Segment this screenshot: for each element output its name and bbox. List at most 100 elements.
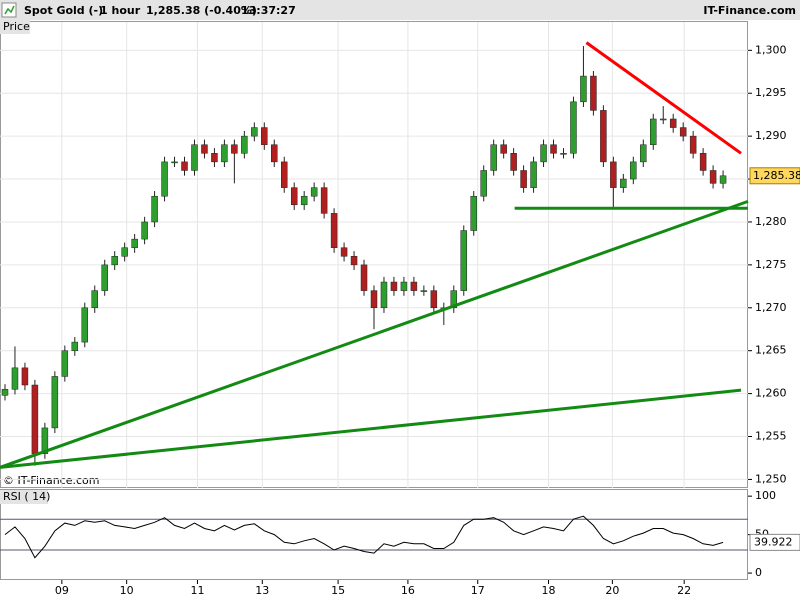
candle-body (290, 187, 298, 206)
candle-body (580, 75, 587, 103)
candle-body (181, 161, 188, 171)
candle-body (390, 281, 398, 291)
candle-body (699, 153, 707, 171)
candle-body (669, 118, 677, 128)
candle-body (31, 384, 39, 454)
candle-body (101, 264, 108, 291)
last-price-box (749, 167, 800, 185)
last-rsi-label: 39.922 (754, 535, 793, 548)
candle-body (251, 127, 258, 137)
price-panel-label: Price (3, 20, 30, 33)
price-frame (0, 21, 748, 488)
candle-body (261, 127, 268, 145)
instrument: Spot Gold (-) (24, 4, 103, 17)
trend-line (0, 388, 742, 469)
y-tick-label: 1,260 (755, 387, 787, 400)
candle-body (151, 195, 158, 223)
x-tick-label: 17 (471, 584, 485, 597)
trend-line (585, 41, 742, 155)
rsi-frame (0, 489, 748, 580)
candle-body (201, 144, 208, 154)
candle-body (610, 161, 617, 188)
x-tick-label: 18 (542, 584, 556, 597)
x-tick-label: 22 (677, 584, 691, 597)
panel-label-bg (0, 20, 30, 34)
candle-body (480, 170, 487, 197)
x-tick-label: 13 (255, 584, 269, 597)
candle-body (300, 195, 308, 206)
candle-body (211, 153, 218, 163)
chart-icon-line (4, 5, 15, 15)
candle-body (430, 290, 438, 309)
candle-body (21, 367, 29, 386)
candle-body (460, 230, 468, 291)
x-tick-label: 09 (55, 584, 69, 597)
candle-body (221, 144, 228, 163)
candle-body (11, 367, 19, 390)
candle-body (61, 350, 69, 377)
candle-body (659, 118, 667, 121)
candle-body (340, 247, 348, 257)
quote: 1,285.38 (-0.40%) (146, 4, 257, 17)
x-tick-label: 15 (331, 584, 345, 597)
candle-body (470, 195, 477, 231)
candle-body (350, 256, 358, 266)
trend-line (0, 199, 749, 469)
header-bar (0, 0, 800, 20)
candle-body (51, 376, 59, 429)
panel-label-bg (0, 490, 48, 504)
last-price-label: 1,285.38 (753, 169, 800, 182)
y-tick-label: 1,290 (755, 129, 787, 142)
header: Spot Gold (-) 1 hour 1,285.38 (-0.40%) 1… (1, 2, 796, 18)
candle-body (590, 75, 597, 111)
candle-body (500, 144, 507, 154)
x-tick-label: 10 (120, 584, 134, 597)
candle-body (271, 144, 278, 163)
y-tick-label: 1,280 (755, 215, 787, 228)
candle-body (689, 135, 697, 154)
y-tick-label: 1,300 (755, 43, 787, 56)
candle-body (450, 290, 458, 309)
candle-body (121, 247, 128, 257)
candle-body (241, 135, 248, 154)
x-tick-label: 20 (605, 584, 619, 597)
y-tick-label: 1,265 (755, 344, 787, 357)
candle-body (310, 187, 318, 197)
candle-body (131, 238, 138, 248)
watermark: © IT-Finance.com (3, 474, 100, 487)
candle-body (330, 213, 338, 248)
candle-body (679, 127, 687, 137)
candle-body (520, 170, 527, 188)
candle-body (191, 144, 198, 171)
candle-body (380, 281, 388, 309)
candle-body (560, 153, 567, 155)
candle-body (540, 144, 547, 163)
candle-body (640, 144, 647, 163)
last-rsi-box (749, 533, 800, 551)
candle-body (41, 427, 49, 454)
y-tick-label: 0 (755, 566, 762, 579)
candle-body (111, 256, 118, 266)
candle-body (400, 281, 408, 291)
candle-body (709, 170, 717, 184)
time: 13:37:27 (241, 4, 296, 17)
candle-body (550, 144, 557, 154)
candle-body (630, 161, 637, 180)
y-tick-label: 1,275 (755, 258, 787, 271)
candle-body (490, 144, 497, 171)
candle-body (81, 307, 89, 343)
candle-body (360, 264, 368, 291)
y-tick-label: 100 (755, 489, 776, 502)
candle-body (141, 221, 148, 240)
y-tick-label: 1,270 (755, 301, 787, 314)
y-tick-label: 1,295 (755, 86, 787, 99)
y-tick-label: 1,250 (755, 472, 787, 485)
brand: IT-Finance.com (703, 4, 796, 17)
candle-body (71, 341, 79, 351)
candle-body (570, 101, 577, 154)
candle-body (719, 175, 727, 184)
candle-body (650, 118, 657, 145)
x-tick-label: 11 (190, 584, 204, 597)
